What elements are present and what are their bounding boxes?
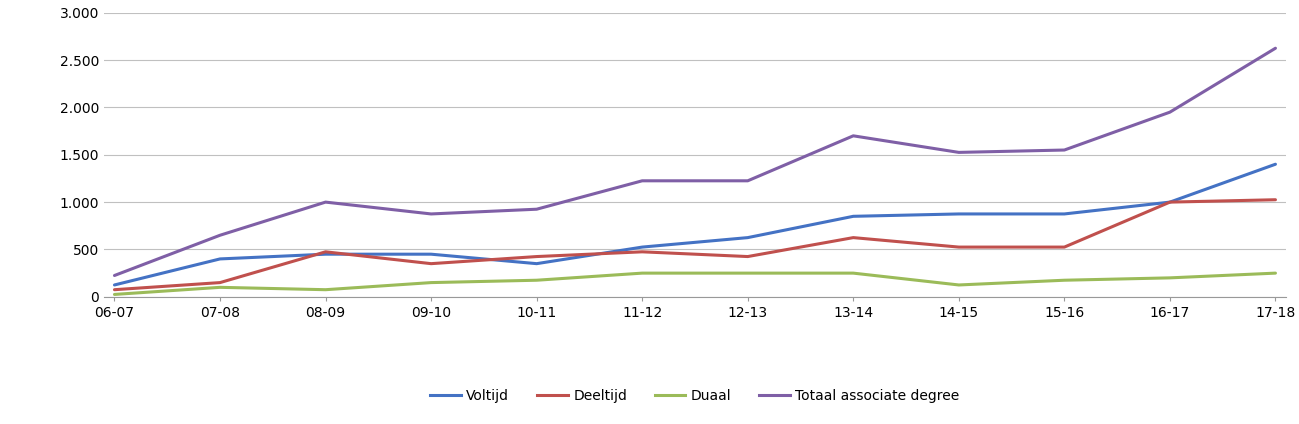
- Duaal: [634, 271, 650, 276]
- Duaal: [1056, 278, 1072, 283]
- Deeltijd: [951, 245, 966, 250]
- Voltijd: [423, 251, 439, 257]
- Voltijd: [846, 214, 861, 219]
- Deeltijd: [740, 254, 756, 259]
- Totaal associate degree: [318, 200, 334, 205]
- Voltijd: [634, 245, 650, 250]
- Deeltijd: [846, 235, 861, 240]
- Line: Deeltijd: Deeltijd: [114, 200, 1276, 290]
- Voltijd: [951, 212, 966, 217]
- Totaal associate degree: [212, 233, 227, 238]
- Voltijd: [1056, 212, 1072, 217]
- Deeltijd: [212, 280, 227, 285]
- Totaal associate degree: [529, 206, 544, 212]
- Totaal associate degree: [1056, 148, 1072, 153]
- Totaal associate degree: [1268, 46, 1283, 51]
- Duaal: [318, 287, 334, 292]
- Deeltijd: [634, 249, 650, 254]
- Voltijd: [740, 235, 756, 240]
- Duaal: [846, 271, 861, 276]
- Duaal: [1268, 271, 1283, 276]
- Duaal: [951, 282, 966, 287]
- Voltijd: [1268, 162, 1283, 167]
- Duaal: [107, 292, 122, 297]
- Line: Duaal: Duaal: [114, 273, 1276, 294]
- Duaal: [529, 278, 544, 283]
- Deeltijd: [107, 287, 122, 292]
- Totaal associate degree: [951, 150, 966, 155]
- Legend: Voltijd, Deeltijd, Duaal, Totaal associate degree: Voltijd, Deeltijd, Duaal, Totaal associa…: [425, 383, 965, 408]
- Line: Voltijd: Voltijd: [114, 164, 1276, 285]
- Duaal: [212, 285, 227, 290]
- Voltijd: [107, 282, 122, 287]
- Deeltijd: [1268, 197, 1283, 202]
- Deeltijd: [423, 261, 439, 266]
- Duaal: [740, 271, 756, 276]
- Totaal associate degree: [1163, 110, 1178, 115]
- Totaal associate degree: [423, 212, 439, 217]
- Voltijd: [529, 261, 544, 266]
- Totaal associate degree: [107, 273, 122, 278]
- Voltijd: [212, 257, 227, 262]
- Voltijd: [318, 251, 334, 257]
- Totaal associate degree: [634, 178, 650, 183]
- Duaal: [1163, 275, 1178, 280]
- Deeltijd: [1163, 200, 1178, 205]
- Deeltijd: [318, 249, 334, 254]
- Voltijd: [1163, 200, 1178, 205]
- Totaal associate degree: [846, 133, 861, 138]
- Deeltijd: [529, 254, 544, 259]
- Line: Totaal associate degree: Totaal associate degree: [114, 48, 1276, 276]
- Deeltijd: [1056, 245, 1072, 250]
- Totaal associate degree: [740, 178, 756, 183]
- Duaal: [423, 280, 439, 285]
